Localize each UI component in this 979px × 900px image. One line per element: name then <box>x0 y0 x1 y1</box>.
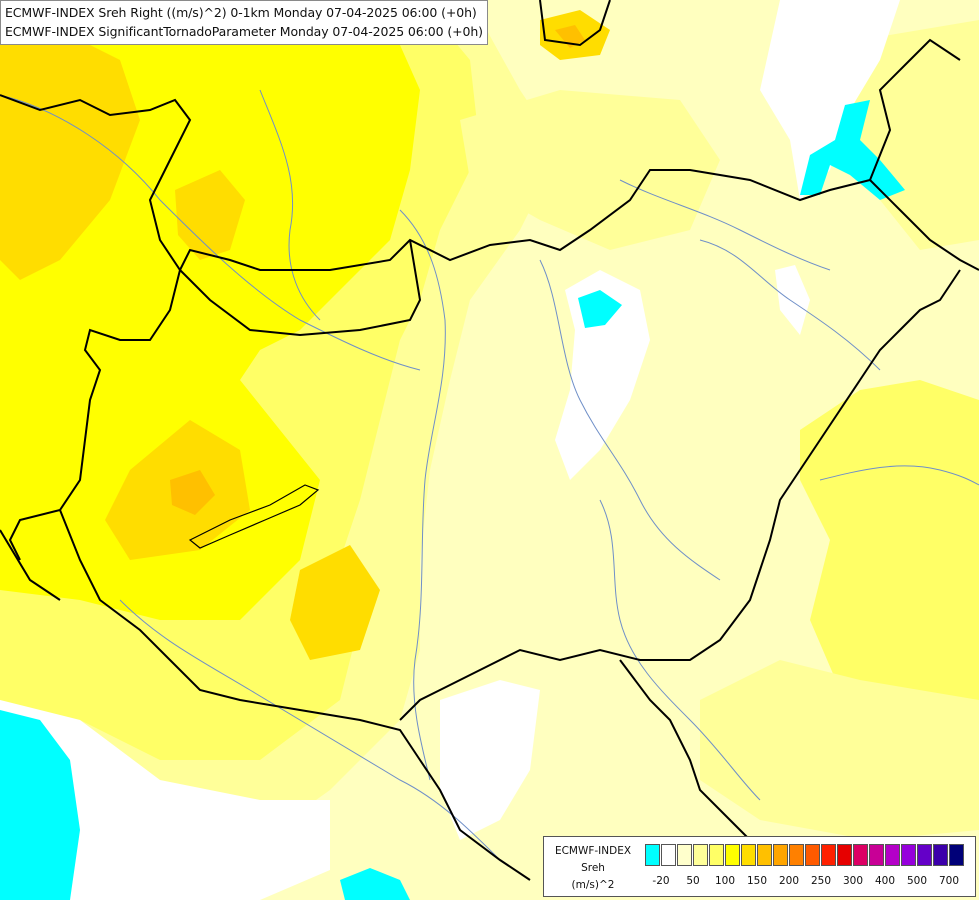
legend-swatch <box>885 844 900 866</box>
legend-swatch <box>901 844 916 866</box>
legend-swatch <box>693 844 708 866</box>
river-line <box>119 599 501 861</box>
legend-swatch <box>837 844 852 866</box>
legend-swatch <box>805 844 820 866</box>
border-line <box>399 269 961 721</box>
legend-swatch <box>645 844 660 866</box>
legend-swatch <box>789 844 804 866</box>
field-cyan-northeast <box>800 100 905 200</box>
field-orange-south <box>170 470 215 515</box>
legend-tick-label: 200 <box>778 875 800 887</box>
legend-swatch <box>757 844 772 866</box>
border-line <box>59 509 531 881</box>
legend-swatch <box>741 844 756 866</box>
legend-tick-label: 700 <box>938 875 960 887</box>
legend-tick-label: 50 <box>686 875 700 887</box>
field-cyan-south <box>340 868 410 900</box>
field-mid-east <box>800 380 979 720</box>
river-line <box>699 239 881 371</box>
legend: ECMWF-INDEX Sreh (m/s)^2 -20 50 100 150 200 2… <box>543 836 976 897</box>
river-line <box>819 465 979 486</box>
field-light-central <box>460 90 720 250</box>
legend-swatch <box>933 844 948 866</box>
country-borders <box>0 0 979 881</box>
title-line-1: ECMWF-INDEX Sreh Right ((m/s)^2) 0-1km M… <box>5 5 477 20</box>
border-line <box>869 179 979 271</box>
river-line <box>539 259 721 581</box>
legend-tick-label: 400 <box>874 875 896 887</box>
legend-swatch <box>661 844 676 866</box>
border-line <box>539 0 611 47</box>
border-line <box>8 269 181 561</box>
field-white-center <box>555 270 650 480</box>
legend-variable: Sreh <box>581 862 605 874</box>
legend-swatch <box>709 844 724 866</box>
border-line <box>619 659 751 841</box>
border-line <box>0 529 61 601</box>
legend-swatch <box>949 844 964 866</box>
legend-tick-label: -20 <box>652 875 670 887</box>
legend-tick-label: 500 <box>906 875 928 887</box>
field-cyan-center <box>578 290 622 328</box>
legend-tick-label: 250 <box>810 875 832 887</box>
field-gold-south2 <box>290 545 380 660</box>
legend-tick-label: 100 <box>714 875 736 887</box>
river-line <box>399 209 446 781</box>
legend-swatch <box>677 844 692 866</box>
field-gold-nw <box>0 30 140 280</box>
field-white-south <box>440 680 540 840</box>
field-light-southeast <box>700 660 979 840</box>
field-cyan-southwest <box>0 710 80 900</box>
title-line-2: ECMWF-INDEX SignificantTornadoParameter … <box>5 24 483 39</box>
field-white-east <box>775 265 810 335</box>
legend-source: ECMWF-INDEX <box>554 845 632 857</box>
field-gold-center <box>175 170 245 260</box>
border-line <box>0 38 961 272</box>
field-orange-north <box>555 25 585 48</box>
legend-swatch <box>821 844 836 866</box>
field-white-northeast <box>760 0 900 200</box>
river-line <box>619 179 831 271</box>
field-white-southwest <box>0 700 330 900</box>
legend-swatch <box>853 844 868 866</box>
legend-swatch <box>869 844 884 866</box>
river-line <box>0 94 421 371</box>
legend-tick-label: 300 <box>842 875 864 887</box>
legend-swatch <box>725 844 740 866</box>
legend-swatch <box>773 844 788 866</box>
lake-balaton <box>188 484 320 549</box>
title-box: ECMWF-INDEX Sreh Right ((m/s)^2) 0-1km M… <box>0 0 488 45</box>
legend-unit: (m/s)^2 <box>571 879 615 891</box>
border-line <box>179 239 422 337</box>
river-line <box>259 89 321 321</box>
legend-swatch <box>917 844 932 866</box>
river-line <box>599 499 761 801</box>
rivers <box>0 89 979 861</box>
legend-tick-label: 150 <box>746 875 768 887</box>
legend-color-scale <box>645 844 965 866</box>
